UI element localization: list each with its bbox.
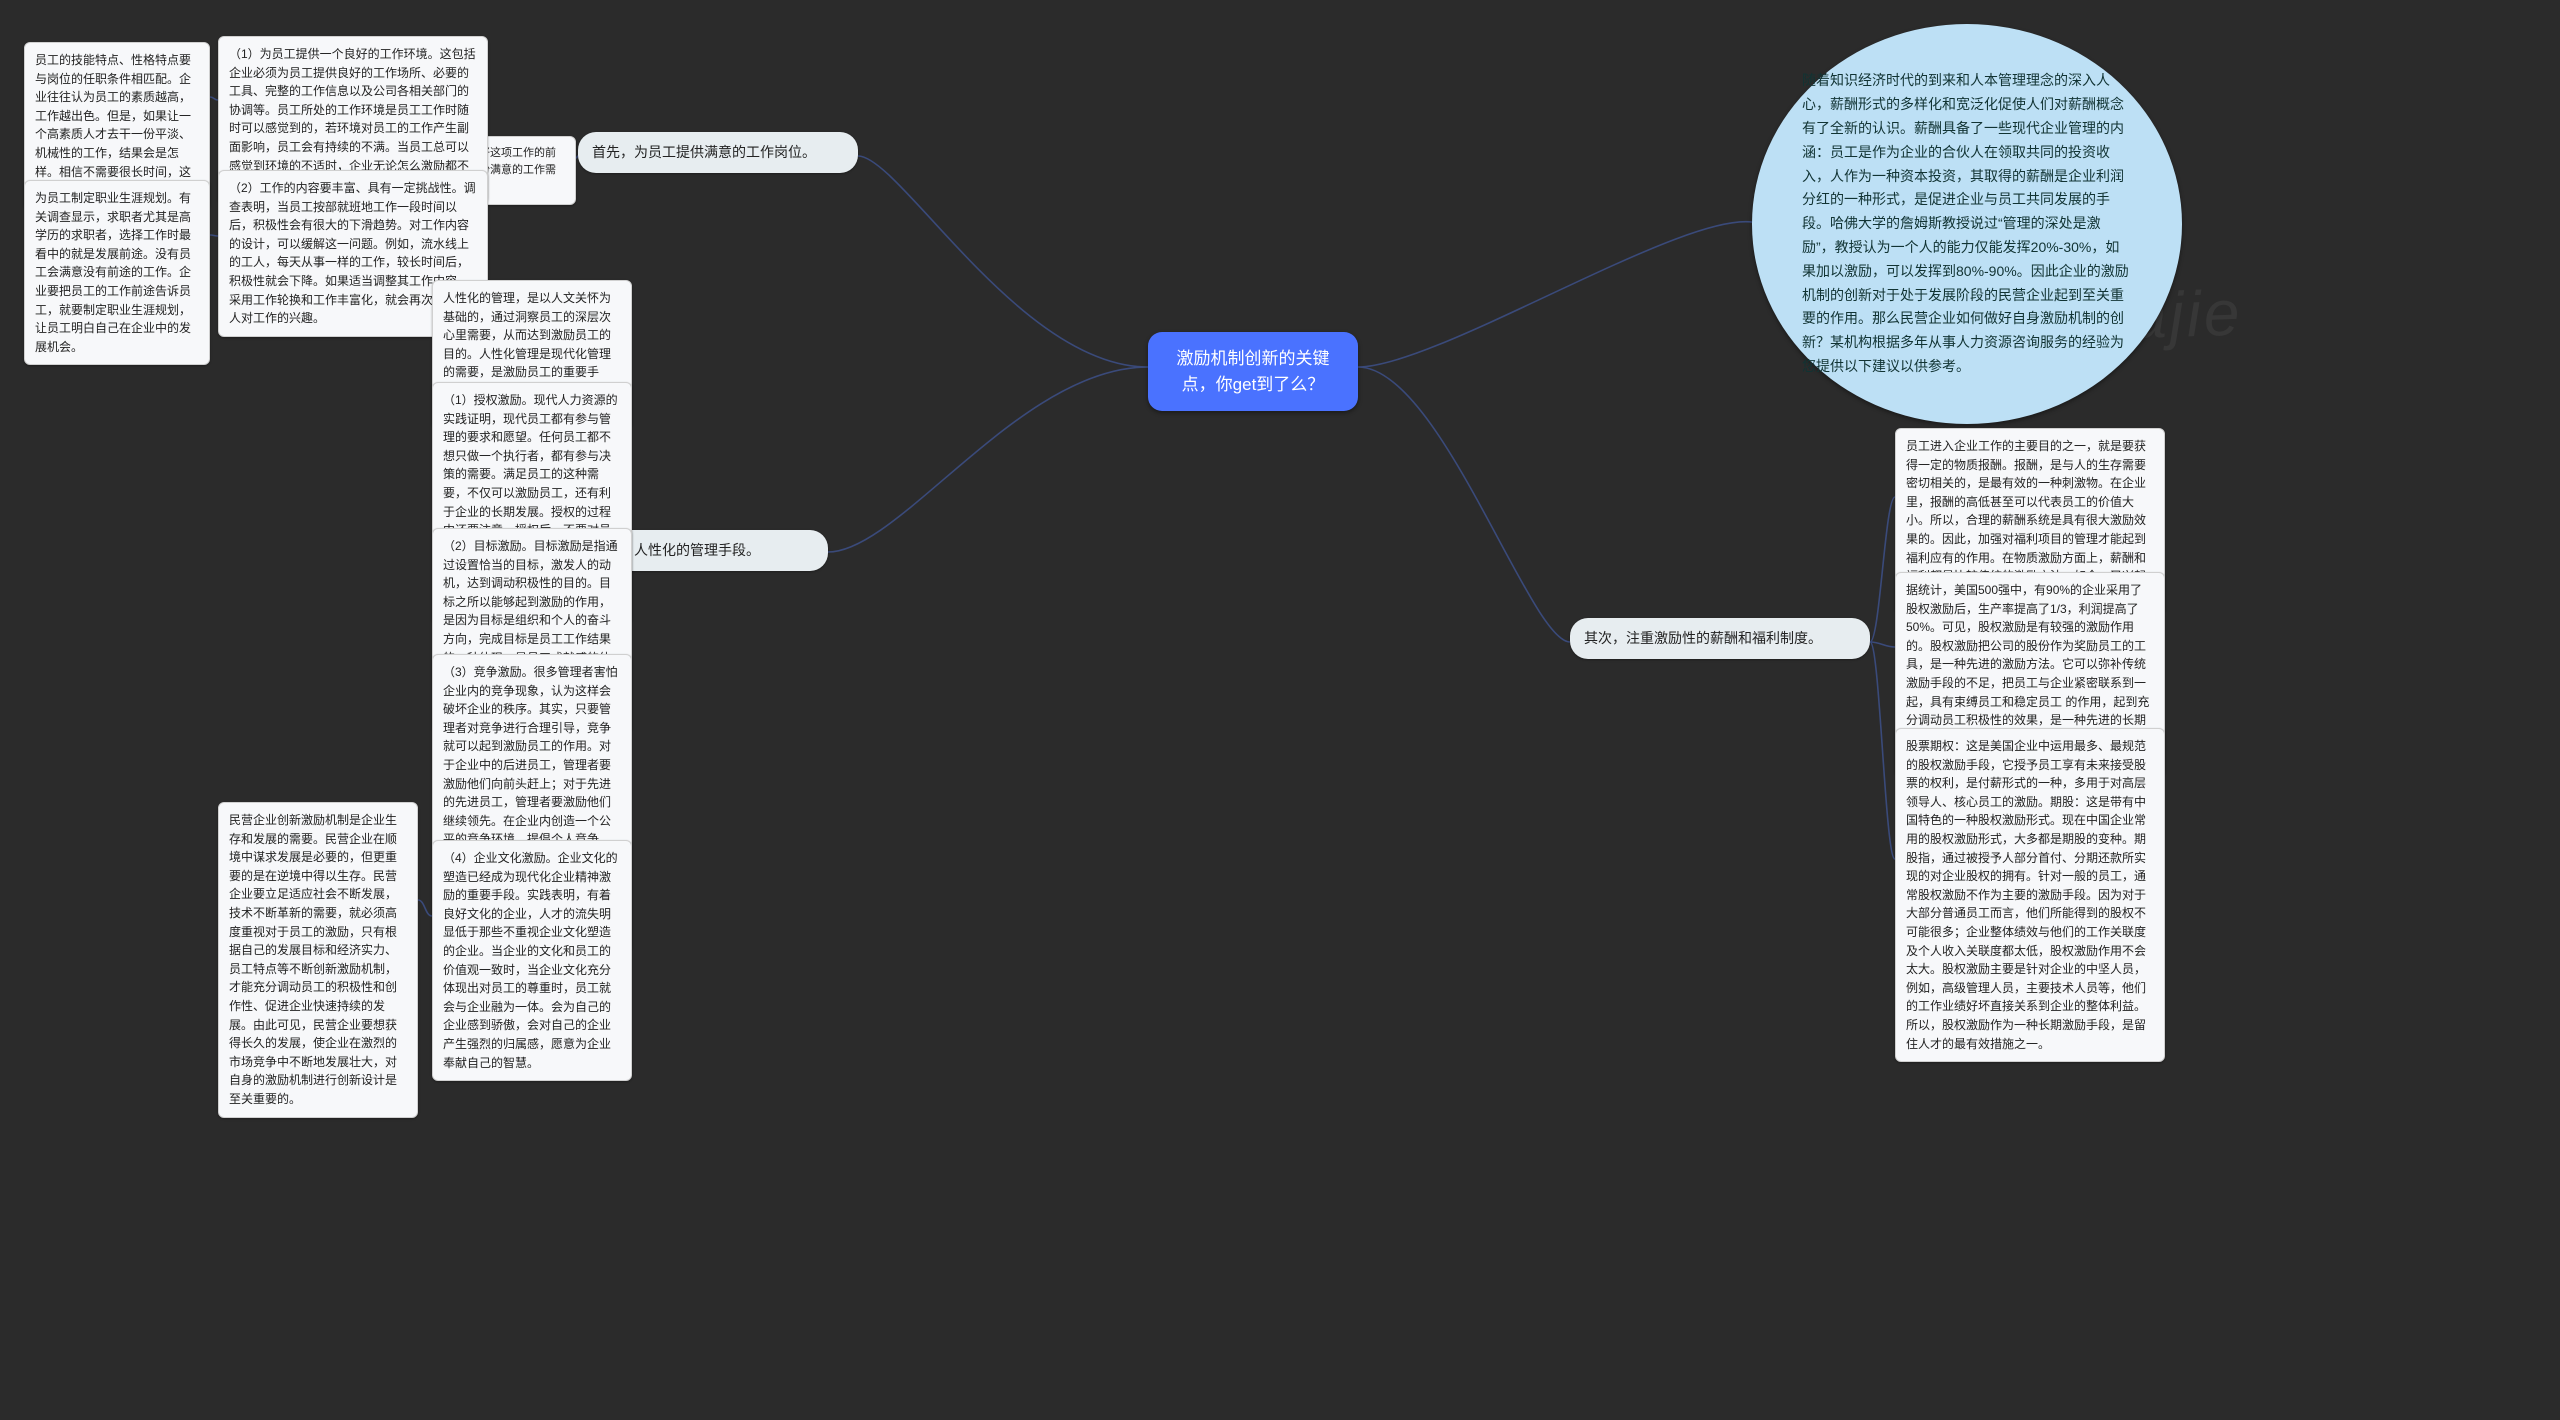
b1-extra-2: 为员工制定职业生涯规划。有关调查显示，求职者尤其是高学历的求职者，选择工作时最看… bbox=[24, 180, 210, 365]
branch-second[interactable]: 其次，注重激励性的薪酬和福利制度。 bbox=[1570, 618, 1870, 659]
mindmap-stage: zhubajie 激励机制创新的关键点，你get到了么？ 随着知识经济时代的到来… bbox=[0, 0, 2560, 1420]
intro-ellipse: 随着知识经济时代的到来和人本管理理念的深入人心，薪酬形式的多样化和宽泛化促使人们… bbox=[1752, 24, 2182, 424]
root-node[interactable]: 激励机制创新的关键点，你get到了么？ bbox=[1148, 332, 1358, 411]
b3-extra: 民营企业创新激励机制是企业生存和发展的需要。民营企业在顺境中谋求发展是必要的，但… bbox=[218, 802, 418, 1118]
branch-first[interactable]: 首先，为员工提供满意的工作岗位。 bbox=[578, 132, 858, 173]
b2-child-3: 股票期权：这是美国企业中运用最多、最规范的股权激励手段，它授予员工享有未来接受股… bbox=[1895, 728, 2165, 1062]
intro-ellipse-text: 随着知识经济时代的到来和人本管理理念的深入人心，薪酬形式的多样化和宽泛化促使人们… bbox=[1802, 69, 2132, 378]
b3-child-4: （4）企业文化激励。企业文化的塑造已经成为现代化企业精神激励的重要手段。实践表明… bbox=[432, 840, 632, 1081]
